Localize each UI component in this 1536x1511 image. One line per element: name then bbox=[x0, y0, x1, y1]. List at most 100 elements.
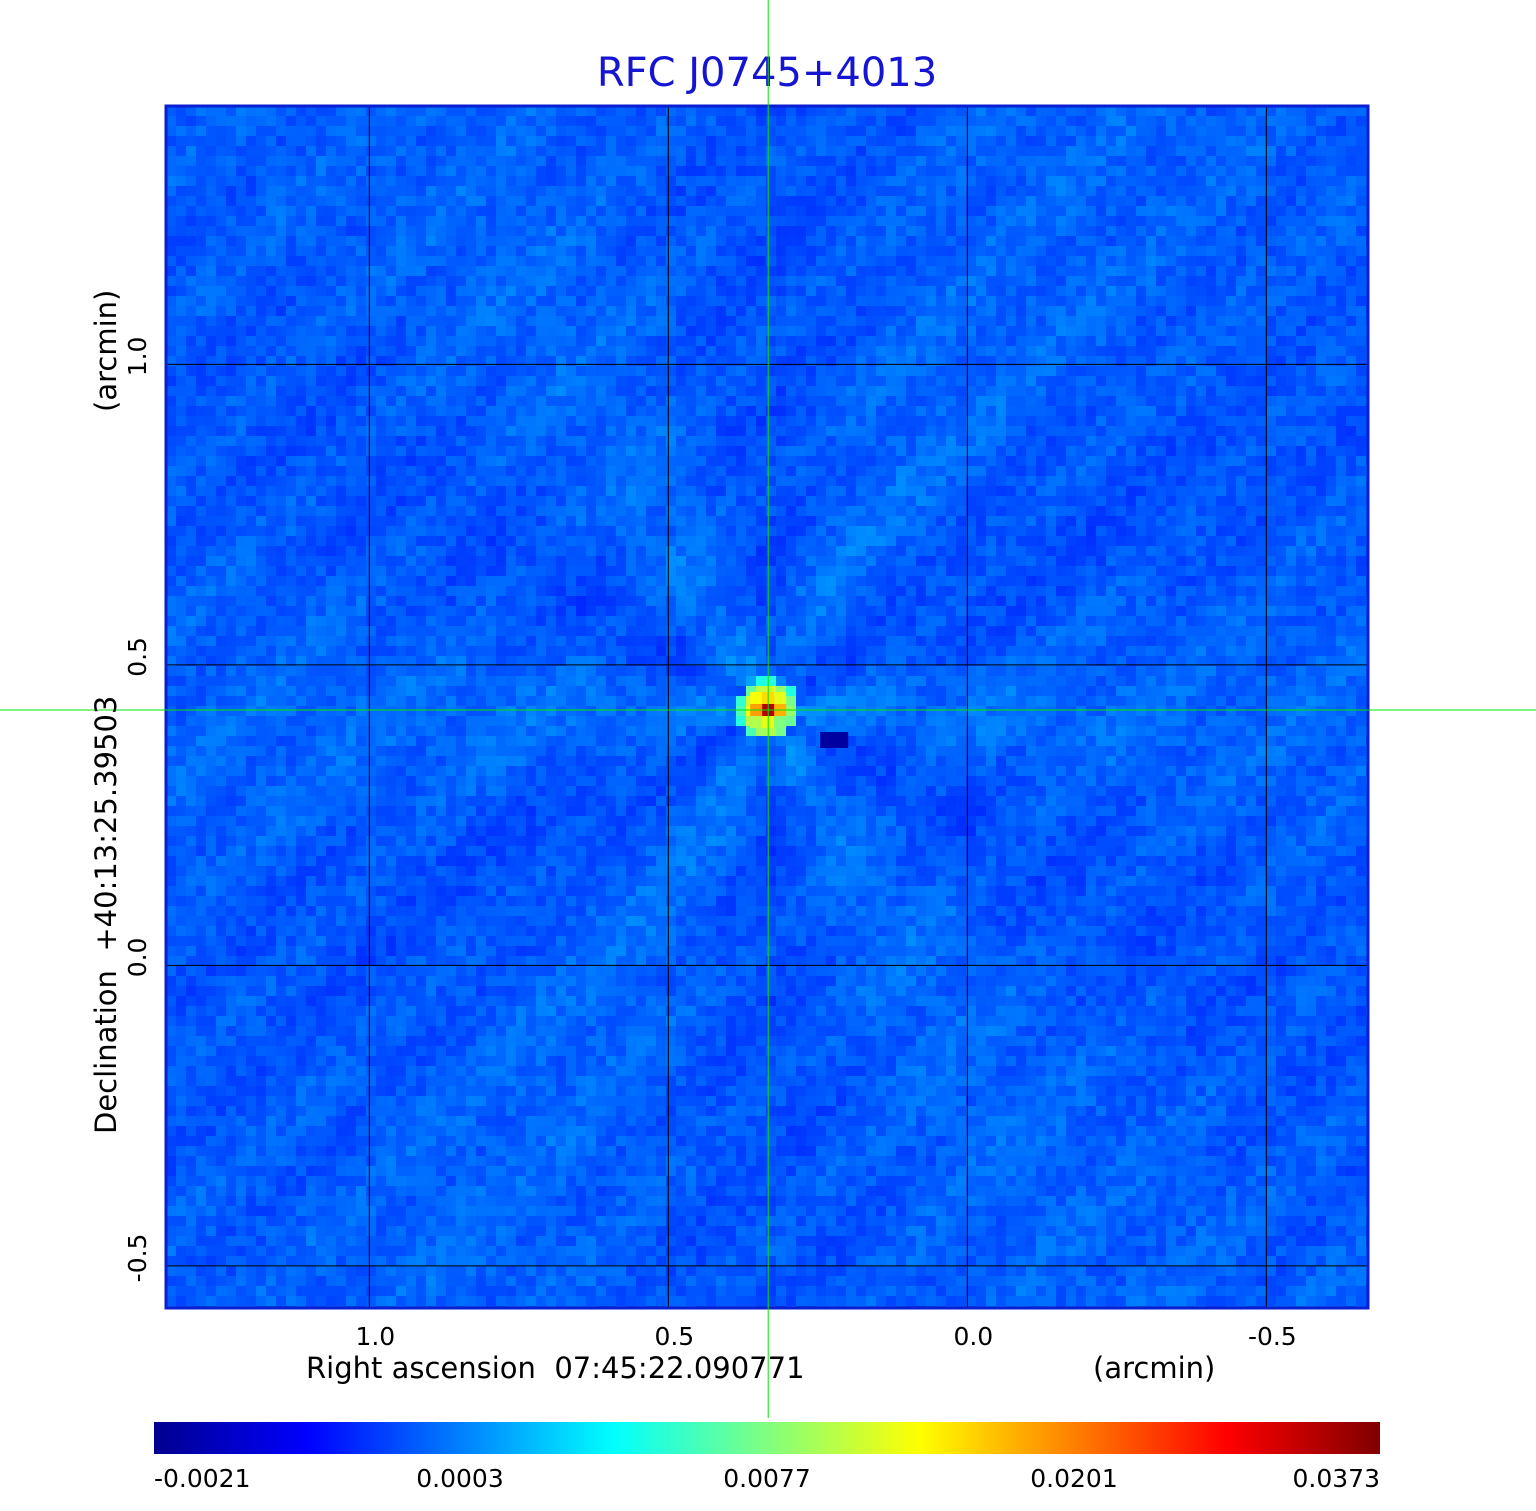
image-pixel bbox=[1206, 506, 1217, 517]
image-pixel bbox=[766, 236, 777, 247]
image-pixel bbox=[556, 506, 567, 517]
image-pixel bbox=[1006, 126, 1017, 137]
image-pixel bbox=[636, 276, 647, 287]
image-pixel bbox=[946, 126, 957, 137]
image-pixel bbox=[686, 486, 697, 497]
image-pixel bbox=[726, 376, 737, 387]
image-pixel bbox=[826, 466, 837, 477]
image-pixel bbox=[766, 136, 777, 147]
image-pixel bbox=[686, 416, 697, 427]
image-pixel bbox=[686, 276, 697, 287]
image-pixel bbox=[316, 476, 327, 487]
image-pixel bbox=[176, 156, 187, 167]
image-pixel bbox=[176, 116, 187, 127]
image-pixel bbox=[326, 366, 337, 377]
image-pixel bbox=[266, 326, 277, 337]
image-pixel bbox=[1106, 276, 1117, 287]
image-pixel bbox=[496, 266, 507, 277]
image-pixel bbox=[666, 226, 677, 237]
image-pixel bbox=[646, 476, 657, 487]
image-pixel bbox=[656, 486, 667, 497]
image-pixel bbox=[626, 346, 637, 357]
image-pixel bbox=[1326, 186, 1337, 197]
image-pixel bbox=[736, 216, 747, 227]
image-pixel bbox=[1286, 306, 1297, 317]
image-pixel bbox=[436, 286, 447, 297]
image-pixel bbox=[876, 156, 887, 167]
image-pixel bbox=[906, 176, 917, 187]
image-pixel bbox=[1026, 246, 1037, 257]
image-pixel bbox=[1296, 496, 1307, 507]
image-pixel bbox=[1196, 426, 1207, 437]
image-pixel bbox=[1006, 186, 1017, 197]
image-pixel bbox=[986, 246, 997, 257]
image-pixel bbox=[1186, 206, 1197, 217]
image-pixel bbox=[346, 476, 357, 487]
image-pixel bbox=[556, 436, 567, 447]
image-pixel bbox=[816, 126, 827, 137]
image-pixel bbox=[1236, 246, 1247, 257]
image-pixel bbox=[216, 466, 227, 477]
image-pixel bbox=[866, 496, 877, 507]
image-pixel bbox=[246, 116, 257, 127]
image-pixel bbox=[1296, 326, 1307, 337]
image-pixel bbox=[196, 256, 207, 267]
image-pixel bbox=[766, 456, 777, 467]
image-pixel bbox=[486, 486, 497, 497]
image-pixel bbox=[386, 296, 397, 307]
image-pixel bbox=[586, 136, 597, 147]
image-pixel bbox=[736, 116, 747, 127]
image-pixel bbox=[756, 346, 767, 357]
image-pixel bbox=[206, 306, 217, 317]
image-pixel bbox=[1256, 316, 1267, 327]
image-pixel bbox=[296, 396, 307, 407]
image-pixel bbox=[1146, 496, 1157, 507]
image-pixel bbox=[296, 356, 307, 367]
image-pixel bbox=[386, 446, 397, 457]
image-pixel bbox=[546, 416, 557, 427]
image-pixel bbox=[1056, 116, 1067, 127]
image-pixel bbox=[1196, 146, 1207, 157]
image-pixel bbox=[1006, 386, 1017, 397]
image-pixel bbox=[166, 476, 177, 487]
image-pixel bbox=[946, 276, 957, 287]
image-pixel bbox=[376, 266, 387, 277]
image-pixel bbox=[1216, 396, 1227, 407]
image-pixel bbox=[226, 386, 237, 397]
image-pixel bbox=[1346, 286, 1357, 297]
image-pixel bbox=[176, 146, 187, 157]
image-pixel bbox=[606, 286, 617, 297]
image-pixel bbox=[686, 206, 697, 217]
image-pixel bbox=[1266, 296, 1277, 307]
image-pixel bbox=[726, 256, 737, 267]
image-pixel bbox=[1066, 136, 1077, 147]
image-pixel bbox=[1166, 246, 1177, 257]
image-pixel bbox=[1096, 116, 1107, 127]
image-pixel bbox=[876, 326, 887, 337]
image-pixel bbox=[1066, 226, 1077, 237]
image-pixel bbox=[906, 506, 917, 517]
image-pixel bbox=[1356, 376, 1367, 387]
image-pixel bbox=[426, 316, 437, 327]
image-pixel bbox=[476, 516, 487, 527]
image-pixel bbox=[166, 146, 177, 157]
image-pixel bbox=[556, 476, 567, 487]
image-pixel bbox=[576, 506, 587, 517]
image-pixel bbox=[406, 196, 417, 207]
image-pixel bbox=[766, 276, 777, 287]
image-pixel bbox=[1326, 506, 1337, 517]
image-pixel bbox=[1206, 166, 1217, 177]
image-pixel bbox=[656, 126, 667, 137]
image-pixel bbox=[566, 286, 577, 297]
image-pixel bbox=[976, 156, 987, 167]
image-pixel bbox=[946, 106, 957, 117]
image-pixel bbox=[676, 396, 687, 407]
image-pixel bbox=[496, 296, 507, 307]
image-pixel bbox=[716, 346, 727, 357]
image-pixel bbox=[486, 356, 497, 367]
image-pixel bbox=[766, 446, 777, 457]
image-pixel bbox=[1026, 146, 1037, 157]
image-pixel bbox=[576, 176, 587, 187]
image-pixel bbox=[1086, 386, 1097, 397]
image-pixel bbox=[196, 516, 207, 527]
